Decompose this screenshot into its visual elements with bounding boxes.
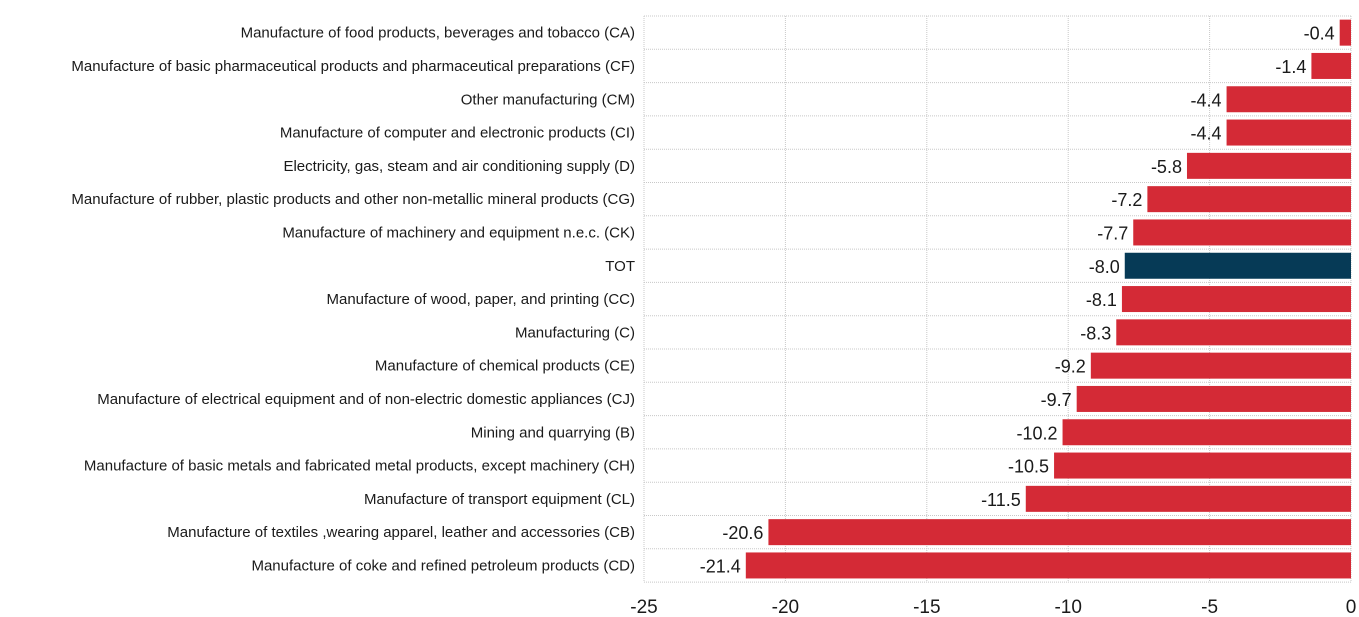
value-label: -4.4 — [1191, 90, 1222, 110]
bar — [1226, 119, 1351, 146]
x-tick-label: -20 — [772, 597, 799, 617]
category-label: Other manufacturing (CM) — [461, 91, 635, 108]
bar — [1133, 219, 1351, 246]
x-tick-label: -25 — [630, 597, 657, 617]
value-label: -8.1 — [1086, 290, 1117, 310]
category-labels: Manufacture of food products, beverages … — [71, 25, 635, 575]
bar — [1116, 319, 1351, 346]
x-tick-label: 0 — [1346, 597, 1357, 617]
category-label: Manufacture of wood, paper, and printing… — [326, 291, 635, 308]
category-label: Mining and quarrying (B) — [471, 424, 635, 441]
bar — [1054, 452, 1351, 479]
category-label: Electricity, gas, steam and air conditio… — [283, 158, 635, 175]
bar — [1090, 352, 1351, 379]
value-label: -21.4 — [700, 556, 741, 576]
category-label: Manufacture of basic pharmaceutical prod… — [71, 58, 635, 75]
x-tick-label: -10 — [1054, 597, 1081, 617]
value-label: -7.2 — [1111, 190, 1142, 210]
category-label: Manufacture of rubber, plastic products … — [71, 191, 635, 208]
bar — [1311, 52, 1351, 79]
value-label: -10.2 — [1017, 423, 1058, 443]
category-label: Manufacture of textiles ,wearing apparel… — [167, 524, 635, 541]
bar — [1339, 19, 1351, 46]
value-labels: -0.4 -1.4 -4.4 -4.4 -5.8 -7.2 -7.7 -8.0 -8.1 -8.3… — [700, 24, 1335, 577]
bar — [1124, 252, 1351, 279]
value-label: -4.4 — [1191, 124, 1222, 144]
category-label: Manufacture of electrical equipment and … — [97, 391, 635, 408]
bar — [1062, 419, 1351, 446]
x-axis-ticks: -25 -20 -15 -10 -5 0 — [630, 597, 1356, 617]
bar — [745, 552, 1351, 579]
value-label: -5.8 — [1151, 157, 1182, 177]
category-label: Manufacturing (C) — [515, 324, 635, 341]
value-label: -9.7 — [1041, 390, 1072, 410]
bar — [1226, 86, 1351, 113]
value-label: -0.4 — [1304, 24, 1335, 44]
bar — [1121, 286, 1351, 313]
category-label: Manufacture of food products, beverages … — [241, 25, 635, 42]
bar — [1076, 385, 1351, 412]
bar — [1186, 152, 1351, 179]
category-label: Manufacture of transport equipment (CL) — [364, 491, 635, 508]
bar — [1025, 485, 1351, 512]
value-label: -8.0 — [1089, 257, 1120, 277]
bar — [768, 519, 1351, 546]
value-label: -10.5 — [1008, 457, 1049, 477]
value-label: -8.3 — [1080, 323, 1111, 343]
category-label: TOT — [605, 258, 635, 275]
category-label: Manufacture of machinery and equipment n… — [282, 224, 635, 241]
x-tick-label: -15 — [913, 597, 940, 617]
value-label: -20.6 — [722, 523, 763, 543]
bars — [745, 19, 1351, 579]
value-label: -1.4 — [1275, 57, 1306, 77]
category-label: Manufacture of chemical products (CE) — [375, 358, 635, 375]
x-tick-label: -5 — [1201, 597, 1218, 617]
bar — [1147, 186, 1351, 213]
value-label: -9.2 — [1055, 357, 1086, 377]
value-label: -11.5 — [981, 490, 1021, 510]
value-label: -7.7 — [1097, 223, 1128, 243]
category-label: Manufacture of coke and refined petroleu… — [251, 557, 635, 574]
category-label: Manufacture of computer and electronic p… — [280, 125, 635, 142]
category-label: Manufacture of basic metals and fabricat… — [84, 458, 635, 475]
